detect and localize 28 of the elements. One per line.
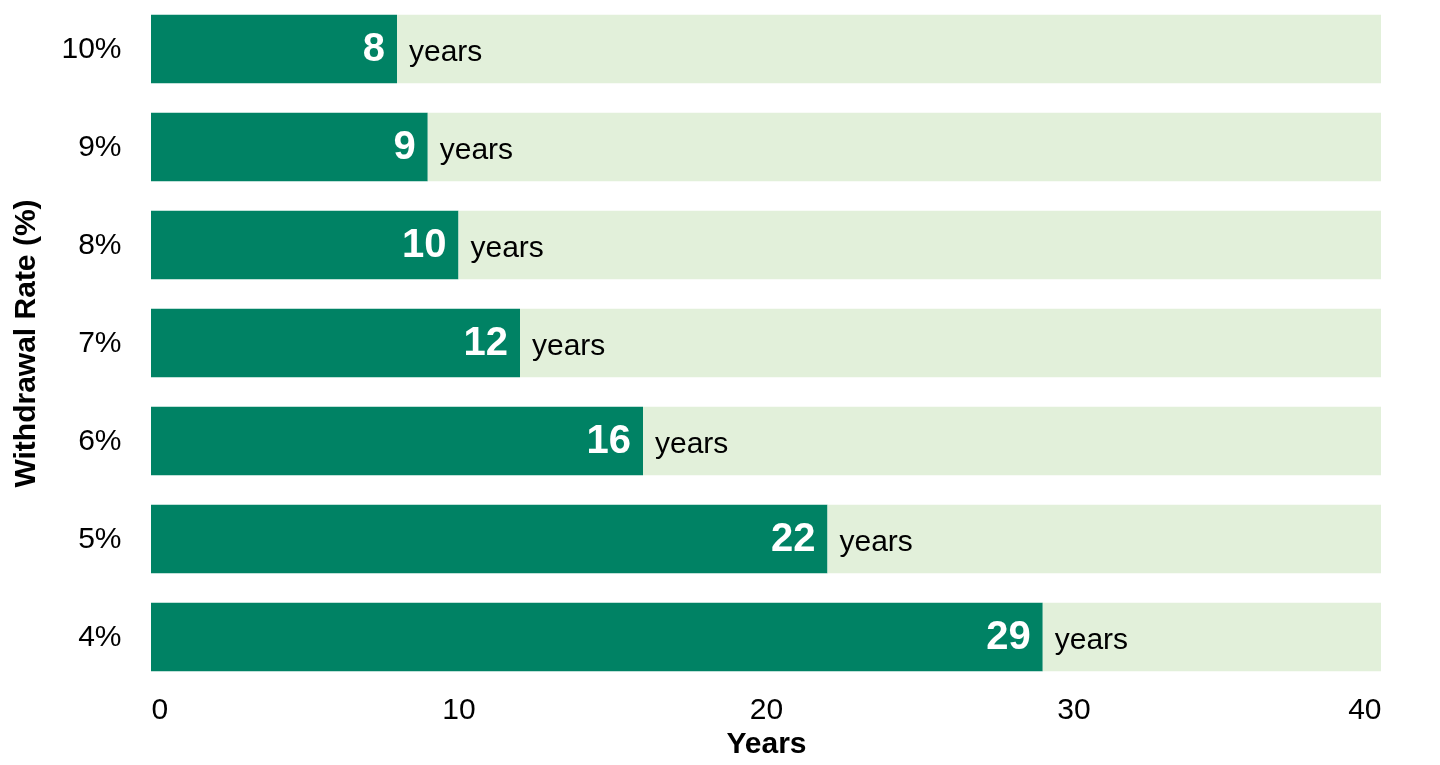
data-label: 12 xyxy=(463,319,508,363)
x-tick-label: 10 xyxy=(442,691,476,725)
data-label: years xyxy=(532,328,606,361)
y-tick-label: 6% xyxy=(78,423,122,456)
y-tick-label: 10% xyxy=(61,31,122,64)
data-label: years xyxy=(470,230,544,263)
y-tick-label: 8% xyxy=(78,227,122,260)
y-tick-label: 4% xyxy=(78,619,122,652)
y-axis-title: Withdrawal Rate (%) xyxy=(8,199,42,488)
data-label: years xyxy=(655,426,729,459)
data-label: 22 xyxy=(771,515,816,559)
data-label: 16 xyxy=(586,417,631,461)
x-tick-label: 20 xyxy=(749,691,784,725)
y-tick-label: 9% xyxy=(78,129,122,162)
x-tick-label: 40 xyxy=(1348,691,1382,725)
data-label: 9 xyxy=(393,123,416,167)
x-axis-title: Years xyxy=(726,725,807,759)
data-label: years xyxy=(1054,622,1129,655)
data-label: 8 xyxy=(362,25,385,69)
data-label: 10 xyxy=(402,221,447,265)
data-label: years xyxy=(409,34,483,67)
y-tick-label: 7% xyxy=(78,325,122,358)
data-label: years xyxy=(839,524,913,557)
x-tick-label: 30 xyxy=(1057,691,1091,725)
data-label: 29 xyxy=(986,613,1031,657)
y-tick-label: 5% xyxy=(78,521,122,554)
x-tick-label: 0 xyxy=(151,691,169,725)
data-label: years xyxy=(439,132,514,165)
